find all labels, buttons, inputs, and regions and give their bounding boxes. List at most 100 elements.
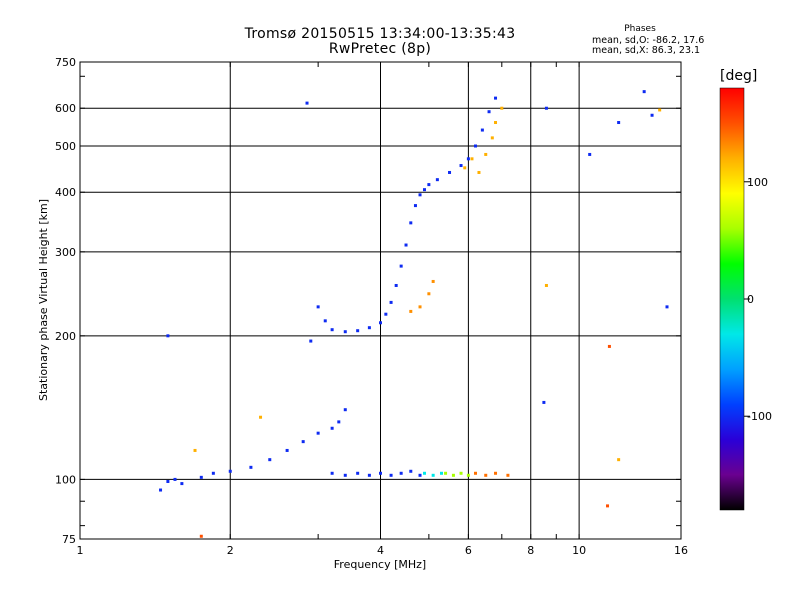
- data-point: [459, 471, 463, 475]
- data-point: [431, 279, 435, 283]
- chart-title: Tromsø 20150515 13:34:00-13:35:43: [244, 26, 516, 42]
- data-point: [413, 204, 417, 208]
- data-point: [316, 431, 320, 435]
- grid-lines: [80, 62, 681, 539]
- plot-frame: [79, 61, 682, 540]
- data-point: [470, 157, 474, 161]
- x-tick-label: 16: [674, 544, 688, 557]
- data-point: [199, 534, 203, 538]
- data-point: [658, 108, 662, 112]
- x-tick-label: 10: [572, 544, 586, 557]
- data-point: [487, 110, 491, 114]
- data-point: [409, 469, 413, 473]
- data-point: [249, 465, 253, 469]
- data-point: [473, 144, 477, 148]
- data-point: [159, 488, 163, 492]
- data-point: [330, 471, 334, 475]
- data-point: [211, 471, 215, 475]
- data-point: [367, 473, 371, 477]
- colorbar-tick-label: -100: [747, 410, 772, 423]
- data-point: [268, 458, 272, 462]
- data-point: [343, 473, 347, 477]
- data-point: [606, 504, 610, 508]
- y-tick-label: 200: [55, 330, 76, 343]
- x-tick-label: 4: [377, 544, 384, 557]
- data-point: [418, 473, 422, 477]
- data-point: [389, 473, 393, 477]
- data-point: [588, 152, 592, 156]
- data-point: [494, 96, 498, 100]
- data-point: [422, 471, 426, 475]
- data-point: [506, 473, 510, 477]
- data-point: [409, 221, 413, 225]
- data-point: [607, 344, 611, 348]
- y-tick-label: 75: [62, 533, 76, 546]
- data-point: [448, 170, 452, 174]
- data-point: [356, 471, 360, 475]
- data-point: [435, 178, 439, 182]
- data-point: [451, 473, 455, 477]
- data-point: [444, 471, 448, 475]
- data-point: [544, 283, 548, 287]
- data-point: [440, 471, 444, 475]
- data-point: [379, 321, 382, 325]
- x-tick-label: 6: [465, 544, 472, 557]
- data-point: [309, 339, 313, 343]
- x-axis-label: Frequency [MHz]: [334, 558, 426, 571]
- data-point: [466, 157, 470, 161]
- x-tick-labels: 1 2 4 6 8 10 16: [77, 544, 689, 557]
- data-point: [422, 188, 426, 192]
- data-point: [343, 408, 347, 412]
- data-point: [617, 121, 621, 125]
- data-point: [343, 330, 347, 334]
- data-point: [323, 319, 327, 323]
- data-point: [418, 193, 422, 197]
- data-point: [199, 475, 203, 479]
- x-tick-label: 1: [77, 544, 84, 557]
- colorbar-label: [deg]: [720, 68, 758, 84]
- y-axis-label: Stationary phase Virtual Height [km]: [37, 199, 50, 401]
- data-point: [409, 309, 413, 313]
- data-point: [463, 166, 467, 170]
- data-point: [367, 326, 371, 330]
- data-point: [285, 448, 289, 452]
- data-point: [473, 471, 477, 475]
- data-point: [477, 170, 481, 174]
- stats-heading: Phases: [624, 24, 656, 34]
- y-tick-labels: 75 100 200 300 400 500 600 750: [55, 56, 76, 546]
- data-point: [484, 152, 488, 156]
- colorbar-tick-label: 100: [747, 176, 768, 189]
- stats-line-o: mean, sd,O: -86.2, 17.6: [592, 35, 705, 46]
- x-tick-label: 8: [527, 544, 534, 557]
- data-point: [384, 312, 388, 316]
- data-point: [180, 482, 184, 486]
- chart-subtitle: RwPretec (8p): [328, 41, 432, 57]
- data-point: [399, 264, 403, 268]
- data-point: [173, 477, 177, 481]
- stats-line-x: mean, sd,X: 86.3, 23.1: [592, 45, 701, 56]
- colorbar: [719, 87, 745, 511]
- data-point: [459, 164, 463, 168]
- data-point: [427, 183, 431, 187]
- data-point: [544, 106, 548, 110]
- data-point: [617, 458, 621, 462]
- data-point: [394, 283, 398, 287]
- data-point: [665, 305, 669, 309]
- data-point: [399, 471, 403, 475]
- y-tick-label: 600: [55, 102, 76, 115]
- data-point: [500, 106, 504, 110]
- y-tick-label: 400: [55, 186, 76, 199]
- data-point: [193, 448, 197, 452]
- y-tick-label: 300: [55, 246, 76, 259]
- axis-ticks: [80, 62, 681, 539]
- data-point: [494, 471, 498, 475]
- data-point: [431, 473, 435, 477]
- data-point: [166, 334, 170, 338]
- colorbar-tick-label: 0: [747, 293, 754, 306]
- data-point: [316, 305, 320, 309]
- data-point: [330, 328, 334, 332]
- data-point: [228, 469, 232, 473]
- data-point: [427, 292, 431, 296]
- data-point: [356, 329, 360, 333]
